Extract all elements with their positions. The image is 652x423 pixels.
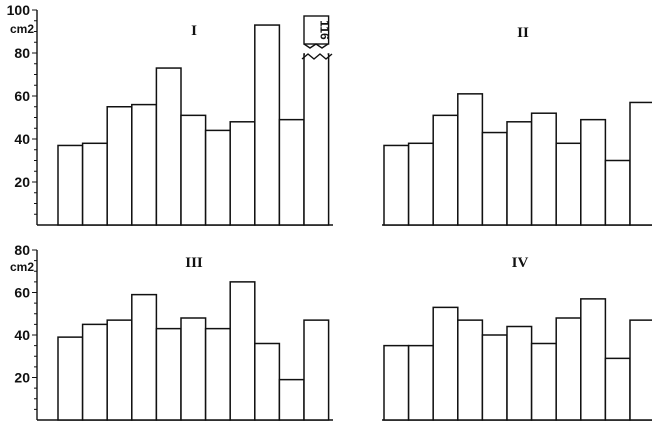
panel-1-break-cap-edge: [303, 43, 329, 49]
panel-4-bar-2: [407, 344, 434, 421]
panel-1-break-mark: [301, 53, 333, 60]
panel-3-y-tick-label: 80: [14, 242, 30, 258]
panel-1-break-value-label: 116: [317, 20, 331, 40]
panel-1-bar-3: [106, 106, 133, 226]
panel-2-bar-6: [506, 121, 533, 226]
panel-4-bar-6: [506, 325, 533, 421]
panel-1-unit-label: cm2: [10, 22, 34, 36]
panel-4-title: IV: [512, 255, 529, 271]
panel-1-bar-8: [229, 121, 256, 226]
panel-1-y-tick-label: 80: [14, 45, 30, 61]
panel-3-unit-label: cm2: [10, 260, 34, 274]
panel-1-title: I: [191, 23, 197, 39]
panel-1-bar-10: [278, 118, 305, 226]
panel-3-y-tick-label: 20: [14, 370, 30, 386]
panel-3-bar-1: [57, 336, 84, 421]
panel-1-bar-9: [254, 24, 281, 226]
panel-4-bar-11: [629, 319, 652, 421]
panel-1-bar-1: [57, 144, 84, 226]
panel-3-bar-5: [155, 327, 182, 421]
panel-2-title: II: [517, 25, 529, 41]
panel-4-bar-8: [555, 317, 582, 421]
panel-2-bar-11: [629, 101, 652, 226]
panel-2-bar-2: [407, 142, 434, 226]
panel-4-bar-4: [457, 319, 484, 421]
panel-4-bar-9: [580, 298, 607, 421]
panel-2-bar-1: [383, 144, 410, 226]
panel-2-bar-9: [580, 118, 607, 226]
panel-2-bar-4: [457, 93, 484, 226]
panel-1-y-tick-label: 60: [14, 88, 30, 104]
panel-2-bar-8: [555, 142, 582, 226]
panel-2-bar-5: [481, 131, 508, 226]
panel-3-bar-2: [81, 323, 108, 421]
panel-1-bar-11: [303, 53, 330, 226]
panel-3-bar-11: [303, 319, 330, 421]
panel-4-bar-1: [383, 344, 410, 421]
panel-1-y-tick-label: 20: [14, 174, 30, 190]
panel-4-bar-3: [432, 306, 459, 421]
panel-3-bar-6: [180, 317, 207, 421]
panel-3-bar-9: [254, 342, 281, 421]
panel-3-bar-7: [204, 327, 231, 421]
panel-3-bar-10: [278, 378, 305, 421]
panel-4-bar-5: [481, 334, 508, 421]
panel-3-bar-4: [131, 293, 158, 421]
panel-1-y-tick-label: 40: [14, 131, 30, 147]
panel-2-bar-10: [604, 159, 631, 226]
panel-1-bar-5: [155, 67, 182, 226]
panel-3-title: III: [185, 255, 203, 271]
panel-1-bar-7: [204, 129, 231, 226]
panel-4-bar-10: [604, 357, 631, 421]
panel-3-y-tick-label: 60: [14, 285, 30, 301]
panel-1-bar-6: [180, 114, 207, 226]
panel-4-bar-7: [530, 342, 557, 421]
panel-1-bar-2: [81, 142, 108, 226]
panel-2-bar-7: [530, 112, 557, 226]
panel-1-bar-4: [131, 103, 158, 226]
panel-3-bar-8: [229, 281, 256, 421]
panel-1-y-tick-label: 100: [7, 2, 31, 18]
panel-2-bar-3: [432, 114, 459, 226]
panel-3-y-tick-label: 40: [14, 327, 30, 343]
panel-3-bar-3: [106, 319, 133, 421]
